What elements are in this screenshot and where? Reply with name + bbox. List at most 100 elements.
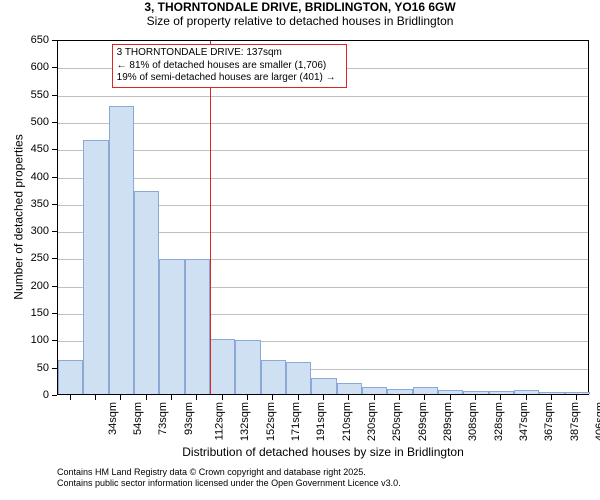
footer-line-1: Contains HM Land Registry data © Crown c… (57, 467, 401, 478)
chart-title: 3, THORNTONDALE DRIVE, BRIDLINGTON, YO16… (0, 0, 600, 14)
x-tick-mark (146, 395, 147, 400)
annotation-line-1: 3 THORNTONDALE DRIVE: 137sqm (117, 47, 336, 60)
x-tick-label: 73sqm (157, 402, 169, 435)
x-tick-mark (70, 395, 71, 400)
x-tick-label: 152sqm (265, 402, 277, 441)
histogram-bar (210, 339, 235, 394)
x-tick-label: 308sqm (467, 402, 479, 441)
x-tick-mark (576, 395, 577, 400)
x-tick-label: 347sqm (518, 402, 530, 441)
histogram-bar (438, 390, 463, 394)
x-tick-mark (450, 395, 451, 400)
y-tick-label: 600 (0, 61, 49, 73)
x-tick-label: 250sqm (391, 402, 403, 441)
histogram-bar (185, 259, 210, 394)
histogram-bar (362, 387, 387, 394)
grid-line (58, 150, 588, 151)
x-tick-mark (374, 395, 375, 400)
footer-line-2: Contains public sector information licen… (57, 478, 401, 489)
y-tick-mark (52, 395, 57, 396)
x-tick-mark (196, 395, 197, 400)
y-tick-label: 400 (0, 171, 49, 183)
x-tick-label: 387sqm (569, 402, 581, 441)
x-tick-mark (222, 395, 223, 400)
x-axis-label: Distribution of detached houses by size … (57, 445, 589, 459)
x-tick-mark (323, 395, 324, 400)
histogram-bar (463, 391, 488, 394)
x-tick-label: 93sqm (183, 402, 195, 435)
grid-line (58, 96, 588, 97)
histogram-bar (159, 259, 184, 394)
x-tick-mark (500, 395, 501, 400)
y-tick-label: 100 (0, 334, 49, 346)
y-tick-mark (52, 313, 57, 314)
x-tick-label: 406sqm (594, 402, 600, 441)
y-tick-label: 0 (0, 389, 49, 401)
y-tick-mark (52, 122, 57, 123)
grid-line (58, 178, 588, 179)
y-tick-mark (52, 286, 57, 287)
x-tick-mark (95, 395, 96, 400)
chart-container: { "title": "3, THORNTONDALE DRIVE, BRIDL… (0, 0, 600, 500)
histogram-bar (311, 378, 336, 394)
y-tick-label: 350 (0, 198, 49, 210)
y-tick-label: 150 (0, 307, 49, 319)
y-tick-label: 300 (0, 225, 49, 237)
histogram-bar (261, 360, 286, 394)
y-tick-mark (52, 177, 57, 178)
x-tick-label: 269sqm (417, 402, 429, 441)
x-tick-mark (247, 395, 248, 400)
histogram-bar (489, 391, 514, 394)
histogram-bar (413, 387, 438, 394)
y-tick-mark (52, 40, 57, 41)
histogram-bar (109, 106, 134, 394)
y-tick-mark (52, 231, 57, 232)
histogram-bar (58, 360, 83, 394)
y-tick-label: 250 (0, 252, 49, 264)
x-tick-label: 367sqm (543, 402, 555, 441)
reference-line (210, 41, 211, 394)
grid-line (58, 123, 588, 124)
histogram-bar (83, 140, 108, 394)
plot-area (57, 40, 589, 395)
histogram-bar (565, 392, 590, 394)
y-tick-mark (52, 95, 57, 96)
y-tick-label: 550 (0, 89, 49, 101)
x-tick-label: 230sqm (366, 402, 378, 441)
y-tick-mark (52, 204, 57, 205)
x-tick-label: 132sqm (239, 402, 251, 441)
x-tick-label: 328sqm (493, 402, 505, 441)
footer-attribution: Contains HM Land Registry data © Crown c… (57, 467, 401, 490)
annotation-line-3: 19% of semi-detached houses are larger (… (117, 72, 336, 85)
histogram-bar (387, 389, 412, 394)
x-tick-mark (424, 395, 425, 400)
x-tick-label: 34sqm (107, 402, 119, 435)
x-tick-label: 191sqm (315, 402, 327, 441)
x-tick-mark (298, 395, 299, 400)
x-tick-label: 112sqm (213, 402, 225, 440)
histogram-bar (235, 340, 260, 394)
annotation-box: 3 THORNTONDALE DRIVE: 137sqm ← 81% of de… (112, 44, 347, 88)
x-tick-label: 171sqm (290, 402, 302, 441)
x-tick-mark (551, 395, 552, 400)
histogram-bar (539, 392, 564, 394)
x-tick-mark (399, 395, 400, 400)
chart-subtitle: Size of property relative to detached ho… (0, 14, 600, 28)
y-tick-mark (52, 149, 57, 150)
y-tick-mark (52, 340, 57, 341)
x-tick-mark (526, 395, 527, 400)
y-tick-label: 200 (0, 280, 49, 292)
y-tick-label: 500 (0, 116, 49, 128)
annotation-line-2: ← 81% of detached houses are smaller (1,… (117, 60, 336, 73)
histogram-bar (514, 390, 539, 394)
histogram-bar (337, 383, 362, 394)
histogram-bar (286, 362, 311, 394)
x-tick-mark (120, 395, 121, 400)
x-tick-mark (475, 395, 476, 400)
y-tick-mark (52, 67, 57, 68)
y-tick-label: 50 (0, 362, 49, 374)
x-tick-label: 54sqm (132, 402, 144, 435)
y-tick-label: 650 (0, 34, 49, 46)
x-tick-label: 289sqm (442, 402, 454, 441)
y-tick-mark (52, 368, 57, 369)
